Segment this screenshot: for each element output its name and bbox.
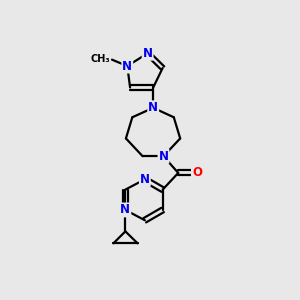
Text: CH₃: CH₃	[91, 54, 111, 64]
Text: O: O	[192, 167, 202, 179]
Text: N: N	[158, 150, 169, 163]
Text: N: N	[122, 60, 132, 73]
Text: N: N	[120, 203, 130, 216]
Text: N: N	[142, 47, 153, 60]
Text: N: N	[148, 101, 158, 114]
Text: N: N	[140, 173, 150, 186]
